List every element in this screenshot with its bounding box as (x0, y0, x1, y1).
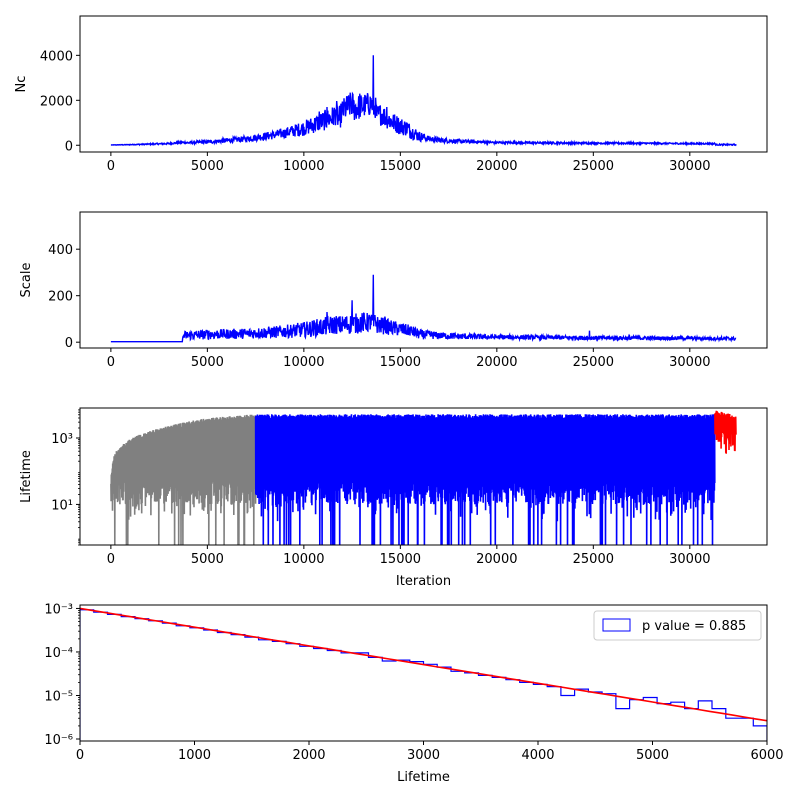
axes-frame (79, 211, 768, 349)
x-tick-label: 10000 (283, 159, 324, 174)
lifetime-series-3 (714, 410, 737, 454)
x-tick-label: 2000 (292, 748, 325, 763)
y-tick-label: 10⁻⁶ (44, 733, 73, 748)
lifetime-series-2 (254, 414, 716, 545)
x-axis-label: Iteration (396, 574, 451, 589)
x-tick-label: 30000 (669, 355, 710, 370)
x-tick-label: 5000 (191, 355, 224, 370)
x-tick-label: 20000 (476, 159, 517, 174)
x-axis-label: Lifetime (397, 770, 450, 785)
y-axis-label: Scale (19, 263, 34, 298)
x-tick-label: 10000 (283, 552, 324, 567)
x-tick-label: 4000 (521, 748, 554, 763)
x-tick-label: 15000 (380, 159, 421, 174)
x-tick-label: 15000 (380, 355, 421, 370)
x-tick-label: 6000 (750, 748, 783, 763)
axes-frame (79, 407, 768, 546)
y-tick-label: 200 (48, 290, 73, 305)
y-tick-label: 10³ (51, 432, 73, 447)
x-tick-label: 20000 (476, 355, 517, 370)
x-tick-label: 5000 (636, 748, 669, 763)
x-tick-label: 1000 (178, 748, 211, 763)
legend-box (593, 610, 762, 641)
x-tick-label: 3000 (407, 748, 440, 763)
x-tick-label: 5000 (191, 552, 224, 567)
y-axis-label: Lifetime (19, 450, 34, 503)
x-tick-label: 25000 (573, 355, 614, 370)
x-tick-label: 15000 (380, 552, 421, 567)
y-tick-label: 10⁻⁵ (44, 689, 73, 704)
x-tick-label: 5000 (191, 159, 224, 174)
x-tick-label: 25000 (573, 552, 614, 567)
legend-swatch (602, 618, 631, 632)
x-tick-label: 0 (76, 748, 84, 763)
series-line (110, 55, 737, 147)
y-tick-label: 10¹ (51, 498, 73, 513)
y-tick-label: 400 (48, 243, 73, 258)
y-tick-label: 0 (65, 139, 73, 154)
x-tick-label: 30000 (669, 552, 710, 567)
x-tick-label: 0 (107, 552, 115, 567)
fit-line (80, 607, 767, 722)
y-tick-label: 10⁻³ (44, 602, 73, 617)
x-tick-label: 25000 (573, 159, 614, 174)
x-tick-label: 0 (107, 159, 115, 174)
y-tick-label: 0 (65, 336, 73, 351)
y-tick-label: 2000 (40, 94, 73, 109)
axes-frame (79, 15, 768, 153)
series-line (110, 274, 737, 343)
x-tick-label: 30000 (669, 159, 710, 174)
y-tick-label: 4000 (40, 49, 73, 64)
x-tick-label: 10000 (283, 355, 324, 370)
x-tick-label: 20000 (476, 552, 517, 567)
axes-2: 0 5000 10000 15000 20000 25000 30000 0 200 400 Sca… (19, 243, 710, 370)
x-tick-label: 0 (107, 355, 115, 370)
lifetime-series-1 (110, 414, 257, 545)
y-axis-label: Nc (14, 76, 29, 93)
axes-frame (79, 604, 768, 742)
axes-1: 0 5000 10000 15000 20000 25000 30000 0 2000 4000 N… (14, 49, 710, 174)
legend: p value = 0.885 (593, 610, 762, 641)
legend-label: p value = 0.885 (642, 619, 746, 634)
y-tick-label: 10⁻⁴ (44, 646, 73, 661)
axes-3: 0 5000 10000 15000 20000 25000 30000 10¹ 10³ Life… (19, 409, 710, 589)
